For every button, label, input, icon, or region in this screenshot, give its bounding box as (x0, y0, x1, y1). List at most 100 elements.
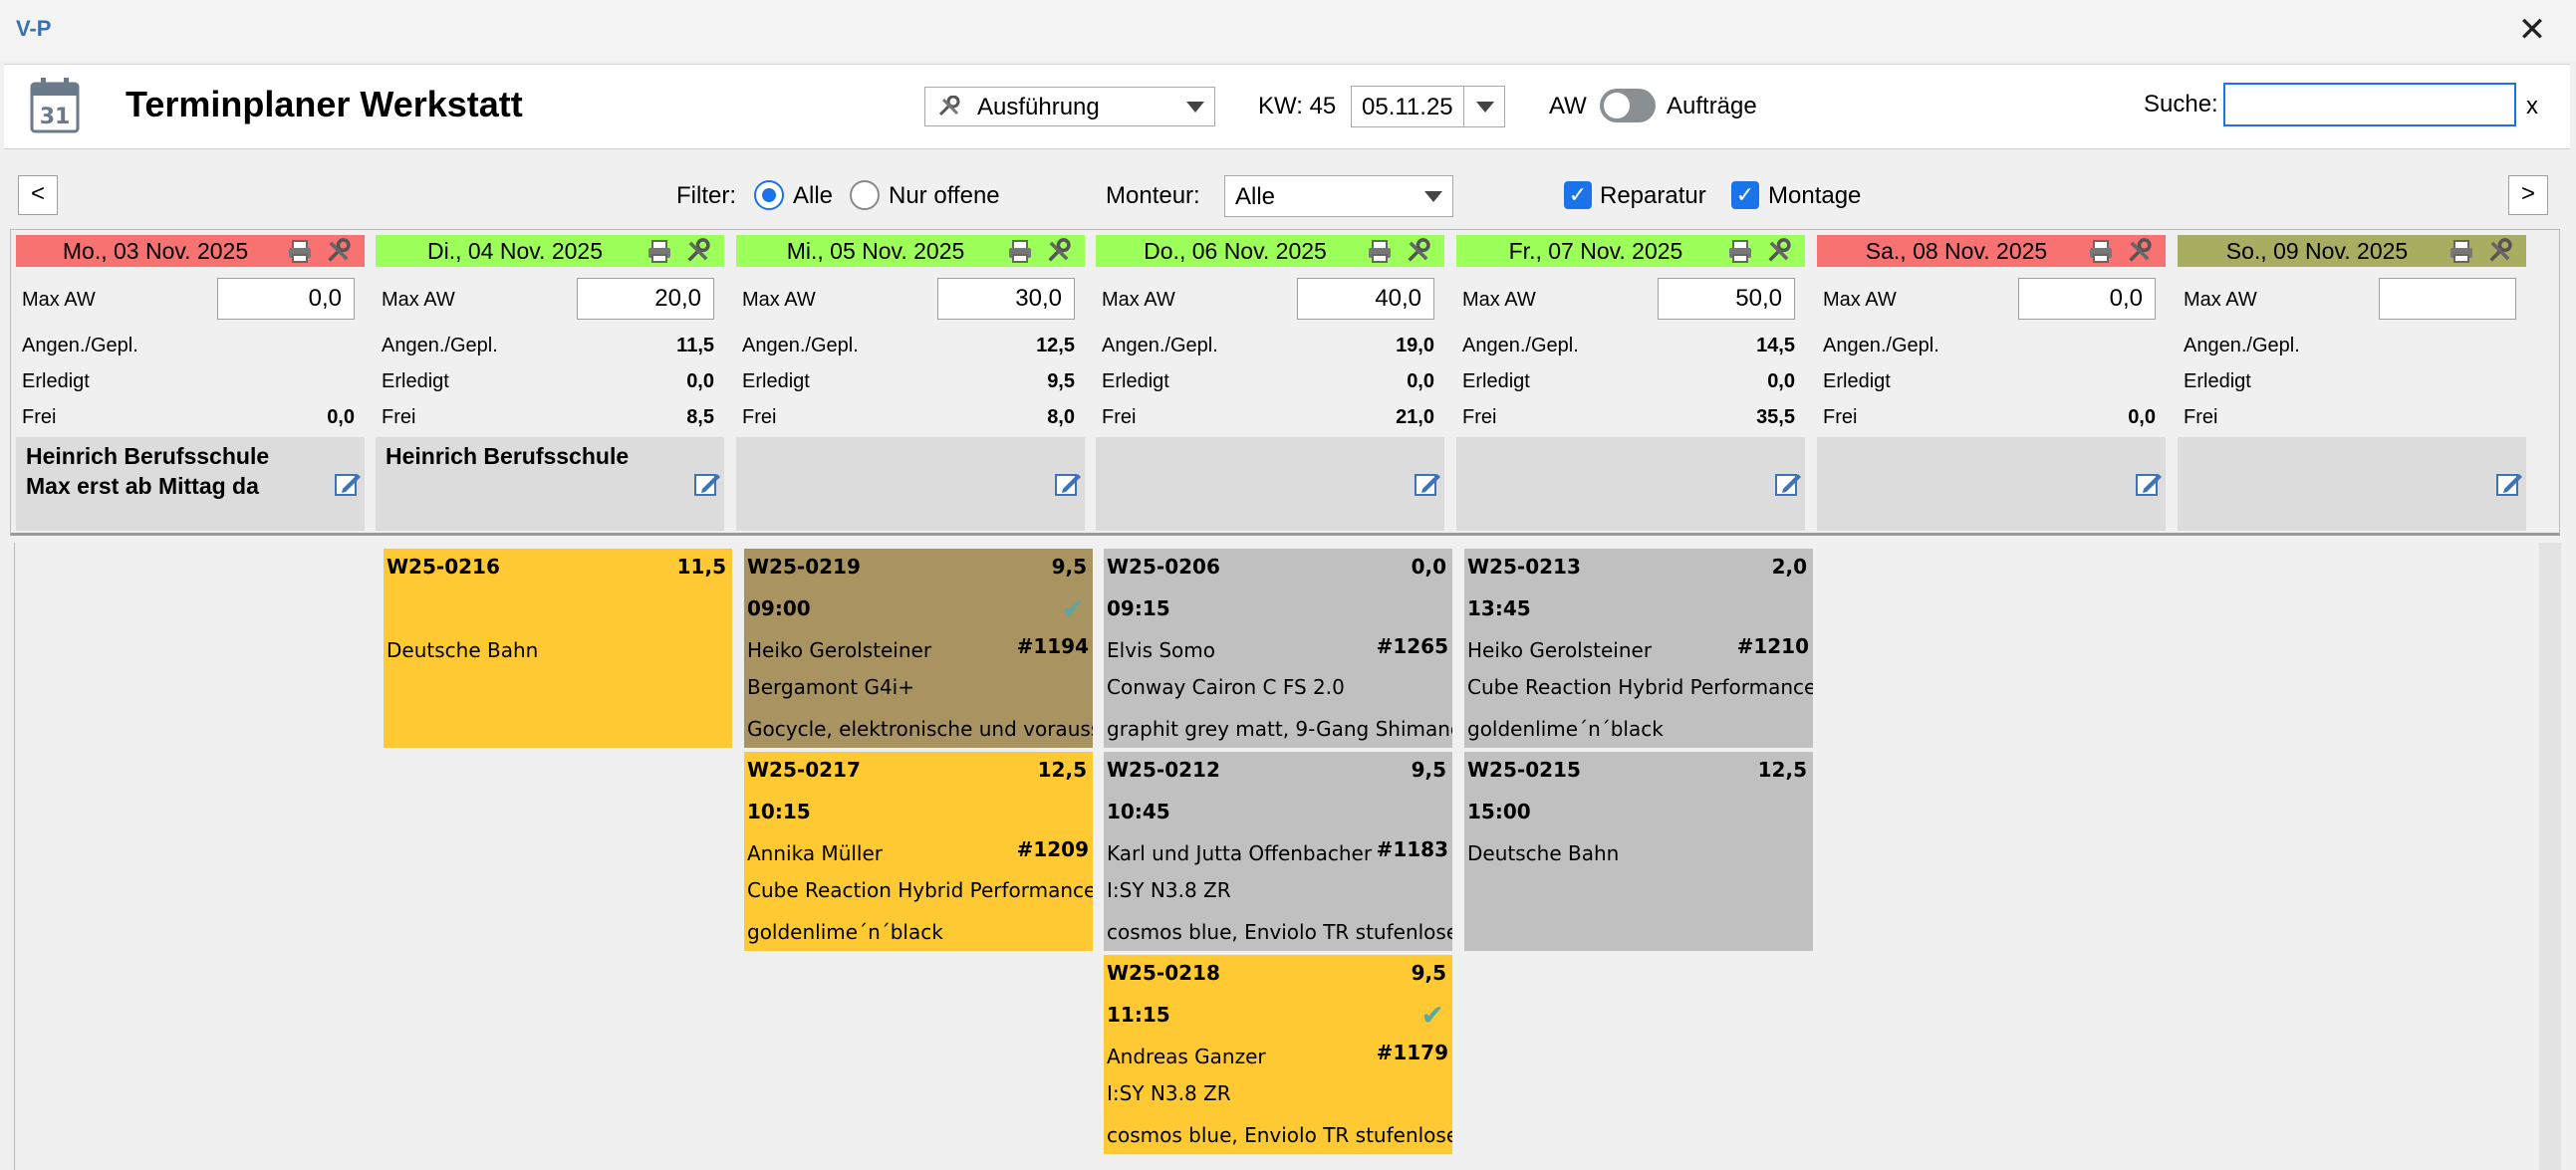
day-note[interactable] (1817, 437, 2166, 531)
close-button[interactable]: ✕ (2517, 11, 2547, 49)
order-id: W25-0219 (747, 555, 861, 579)
printer-icon[interactable] (1367, 238, 1393, 270)
edit-icon[interactable] (1773, 469, 1803, 499)
next-week-button[interactable]: > (2508, 175, 2548, 215)
monteur-select[interactable]: Alle (1224, 175, 1453, 217)
day-title: Mo., 03 Nov. 2025 (62, 238, 249, 264)
bike-model: Bergamont G4i+ (747, 675, 914, 699)
erledigt-label: Erledigt (382, 370, 449, 392)
edit-icon[interactable] (692, 469, 722, 499)
customer-number: #1265 (1376, 634, 1448, 658)
mode-combo[interactable]: Ausführung (924, 87, 1215, 126)
day-title: Di., 04 Nov. 2025 (426, 238, 603, 264)
day-note[interactable] (1456, 437, 1805, 531)
erledigt-value: 0,0 (686, 370, 714, 392)
appointment-card[interactable]: W25-0218 9,5 11:15 Andreas Ganzer #1179 I:SY … (1104, 955, 1452, 1154)
aw-auftraege-toggle[interactable] (1600, 89, 1656, 122)
customer-name: Elvis Somo (1107, 638, 1216, 662)
bike-model: Conway Cairon C FS 2.0 (1107, 675, 1345, 699)
day-note[interactable] (1096, 437, 1444, 531)
order-aw: 2,0 (1771, 555, 1807, 579)
done-check-icon: ✔ (1420, 999, 1444, 1032)
day-note[interactable] (736, 437, 1085, 531)
edit-icon[interactable] (2134, 469, 2164, 499)
max-aw-input[interactable]: 30,0 (937, 278, 1075, 320)
search-input[interactable] (2223, 83, 2516, 126)
order-time: 11:15 (1107, 1003, 1170, 1027)
radio-alle[interactable] (754, 180, 784, 210)
order-aw: 0,0 (1411, 555, 1446, 579)
customer-name: Deutsche Bahn (386, 638, 539, 662)
max-aw-input[interactable]: 0,0 (217, 278, 355, 320)
appointment-card[interactable]: W25-0212 9,5 10:45 Karl und Jutta Offenbach… (1104, 752, 1452, 951)
search-clear-button[interactable]: x (2526, 93, 2538, 119)
day-title: So., 09 Nov. 2025 (2225, 238, 2409, 264)
tools-icon[interactable] (2126, 237, 2154, 271)
max-aw-input[interactable] (2379, 278, 2516, 320)
edit-icon[interactable] (1053, 469, 1083, 499)
appointment-card[interactable]: W25-0217 12,5 10:15 Annika Müller #1209 Cube … (744, 752, 1093, 951)
order-aw: 12,5 (1037, 758, 1087, 782)
printer-icon[interactable] (2088, 238, 2114, 270)
erledigt-label: Erledigt (742, 370, 810, 392)
montage-checkbox[interactable]: ✓ (1731, 181, 1759, 209)
appointment-card[interactable]: W25-0206 0,0 09:15 Elvis Somo #1265 Conway Ca… (1104, 549, 1452, 748)
printer-icon[interactable] (2448, 238, 2474, 270)
angen-label: Angen./Gepl. (1462, 335, 1579, 356)
erledigt-label: Erledigt (1102, 370, 1169, 392)
day-note[interactable]: Heinrich Berufsschule (376, 437, 724, 531)
appointment-card[interactable]: W25-0219 9,5 09:00 Heiko Gerolsteiner #1194 B… (744, 549, 1093, 748)
frei-label: Frei (742, 406, 777, 428)
max-aw-input[interactable]: 0,0 (2018, 278, 2156, 320)
order-aw: 9,5 (1411, 961, 1446, 985)
order-aw: 11,5 (676, 555, 726, 579)
customer-name: Heiko Gerolsteiner (1467, 638, 1653, 662)
tools-icon[interactable] (1405, 237, 1432, 271)
bike-description: goldenlime´n´black (1467, 717, 1664, 741)
appointment-card[interactable]: W25-0213 2,0 13:45 Heiko Gerolsteiner #1210 C… (1464, 549, 1813, 748)
bike-model: I:SY N3.8 ZR (1107, 878, 1231, 902)
app-logo: V-P (16, 16, 52, 41)
day-header-1: Di., 04 Nov. 2025 (376, 235, 724, 267)
tools-icon[interactable] (1765, 237, 1793, 271)
edit-icon[interactable] (1413, 469, 1442, 499)
edit-icon[interactable] (333, 469, 363, 499)
max-aw-label: Max AW (382, 289, 455, 311)
order-aw: 9,5 (1051, 555, 1087, 579)
day-note[interactable] (2178, 437, 2526, 531)
filter-label: Filter: (676, 182, 736, 209)
tools-icon (938, 96, 960, 117)
printer-icon[interactable] (1727, 238, 1753, 270)
printer-icon[interactable] (1007, 238, 1033, 270)
prev-week-button[interactable]: < (18, 175, 58, 215)
erledigt-label: Erledigt (22, 370, 90, 392)
radio-nur-offene[interactable] (850, 180, 880, 210)
tools-icon[interactable] (1045, 237, 1073, 271)
order-time: 15:00 (1467, 800, 1531, 823)
day-header-5: Sa., 08 Nov. 2025 (1817, 235, 2166, 267)
angen-value: 12,5 (1036, 335, 1075, 356)
bike-description: Gocycle, elektronische und voraussol (747, 717, 1093, 741)
tools-icon[interactable] (684, 237, 712, 271)
kw-label: KW: 45 (1258, 93, 1337, 119)
day-note[interactable]: Heinrich Berufsschule Max erst ab Mittag… (16, 437, 365, 531)
appointment-card[interactable]: W25-0216 11,5 Deutsche Bahn (384, 549, 732, 748)
max-aw-input[interactable]: 20,0 (577, 278, 714, 320)
max-aw-input[interactable]: 40,0 (1297, 278, 1434, 320)
order-aw: 9,5 (1411, 758, 1446, 782)
printer-icon[interactable] (287, 238, 313, 270)
frei-label: Frei (1102, 406, 1137, 428)
printer-icon[interactable] (646, 238, 672, 270)
angen-value: 19,0 (1396, 335, 1434, 356)
appointment-card[interactable]: W25-0215 12,5 15:00 Deutsche Bahn (1464, 752, 1813, 951)
vertical-scrollbar[interactable] (2539, 543, 2561, 1170)
frei-value: 21,0 (1396, 406, 1434, 428)
search-label: Suche: (2144, 91, 2218, 117)
reparatur-checkbox[interactable]: ✓ (1564, 181, 1592, 209)
tools-icon[interactable] (2486, 237, 2514, 271)
edit-icon[interactable] (2494, 469, 2524, 499)
tools-icon[interactable] (325, 237, 353, 271)
chevron-down-icon (1424, 191, 1442, 202)
max-aw-input[interactable]: 50,0 (1658, 278, 1795, 320)
date-picker[interactable]: 05.11.25 (1351, 86, 1505, 127)
